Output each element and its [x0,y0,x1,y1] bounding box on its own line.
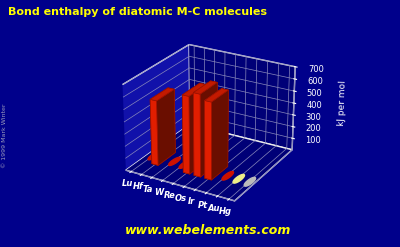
Text: www.webelements.com: www.webelements.com [125,224,291,237]
Text: Bond enthalpy of diatomic M-C molecules: Bond enthalpy of diatomic M-C molecules [8,7,267,17]
Text: © 1999 Mark Winter: © 1999 Mark Winter [2,103,7,168]
